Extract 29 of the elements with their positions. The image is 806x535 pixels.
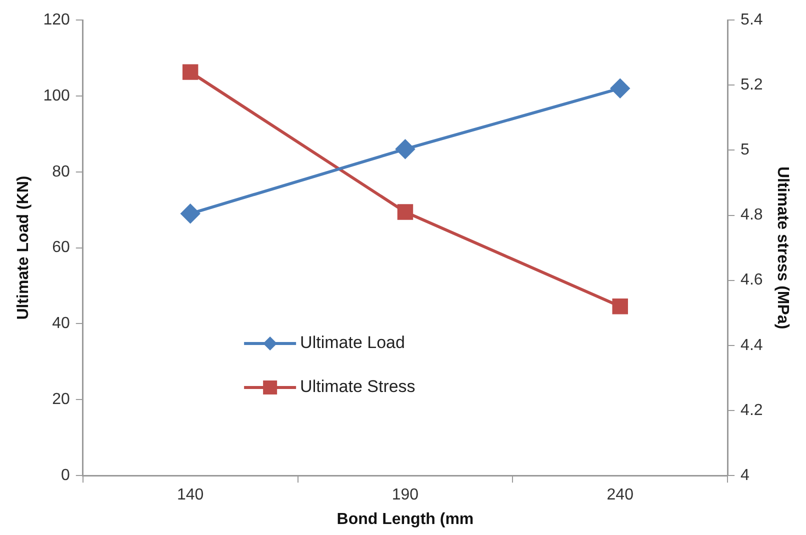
point bbox=[397, 204, 414, 220]
y-axis-title: Ultimate Load (KN) bbox=[15, 176, 32, 320]
x-axis-title: Bond Length (mm bbox=[336, 510, 474, 528]
y2-tick-label: 4 bbox=[740, 467, 750, 484]
y2-tick-label: 5.4 bbox=[740, 11, 763, 28]
legend-label: Ultimate Load bbox=[300, 333, 405, 352]
y2-tick-label: 5.2 bbox=[740, 76, 763, 94]
x-tick-label: 190 bbox=[392, 486, 419, 504]
y-tick-label: 40 bbox=[52, 315, 70, 332]
y2-tick-label: 5 bbox=[740, 142, 750, 159]
point bbox=[396, 140, 415, 159]
y-tick-label: 100 bbox=[43, 87, 70, 104]
y2-tick-label: 4.8 bbox=[740, 206, 763, 224]
x-tick-label: 140 bbox=[176, 486, 204, 504]
y-tick-label: 80 bbox=[52, 163, 70, 180]
y2-axis-title: Ultimate stress (MPa) bbox=[774, 166, 791, 330]
y-tick-label: 0 bbox=[60, 467, 70, 484]
point bbox=[612, 298, 628, 314]
y2-tick-label: 4.6 bbox=[740, 272, 763, 289]
y-tick-label: 20 bbox=[52, 391, 70, 408]
y2-tick-label: 4.4 bbox=[740, 336, 763, 354]
x-tick-label: 240 bbox=[606, 486, 634, 504]
legend-label: Ultimate Stress bbox=[300, 377, 416, 396]
point bbox=[610, 78, 630, 98]
y-tick-label: 120 bbox=[43, 11, 70, 28]
y-tick-label: 60 bbox=[52, 239, 70, 256]
point bbox=[180, 204, 200, 224]
point bbox=[182, 64, 198, 80]
y2-tick-label: 4.2 bbox=[740, 402, 763, 419]
